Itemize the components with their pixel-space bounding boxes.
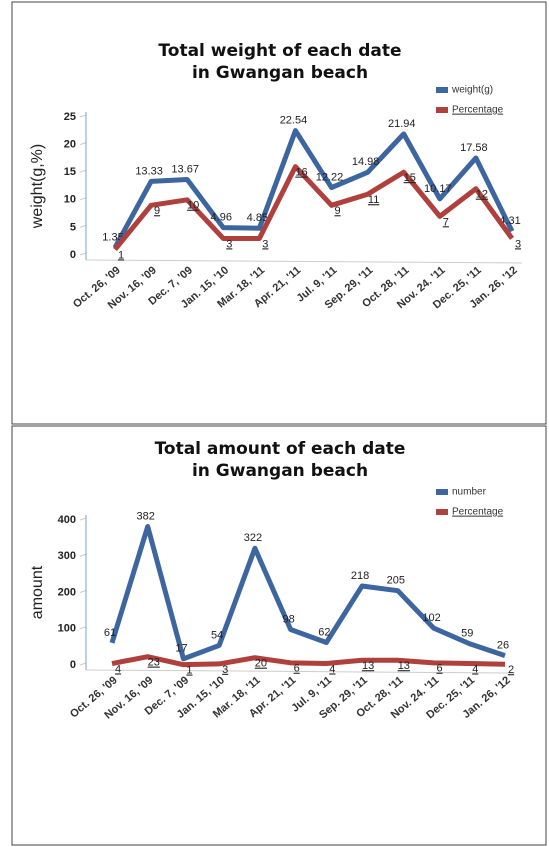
y-axis-label: weight(g,%): [29, 144, 46, 229]
data-label: 6: [294, 663, 300, 675]
y-tick-label: 200: [58, 586, 76, 598]
title-box: Total amount of each date in Gwangan bea…: [154, 439, 406, 481]
data-label: 62: [318, 626, 330, 638]
data-line: [109, 524, 506, 662]
data-label: 1: [186, 665, 192, 677]
legend-label: Percentage: [452, 507, 504, 518]
legend-swatch: [436, 509, 448, 515]
data-label: 13.67: [171, 163, 199, 175]
legend-swatch: [436, 489, 448, 495]
tick-mark: [79, 553, 87, 557]
y-tick-label: 5: [70, 221, 76, 233]
data-label: 26: [497, 639, 509, 651]
tick-mark: [79, 114, 87, 118]
data-label: 16: [295, 167, 307, 179]
tick-mark: [79, 626, 87, 630]
data-label: 15: [404, 172, 416, 184]
data-label: 13.33: [135, 165, 163, 177]
y-tick-label: 15: [64, 166, 76, 178]
data-label: 2: [508, 664, 514, 676]
data-label: 9: [334, 205, 340, 217]
data-label: 11: [368, 194, 379, 206]
data-label: 13: [362, 660, 374, 672]
title-box: Total weight of each date in Gwangan bea…: [158, 41, 402, 83]
data-label: 13: [398, 660, 410, 672]
data-label: 322: [244, 532, 262, 544]
legend-label: weight(g): [451, 85, 493, 96]
tick-mark: [79, 169, 87, 173]
chart-title: Total weight of each date in Gwangan bea…: [158, 41, 402, 83]
data-label: 12: [476, 189, 488, 201]
data-label: 4.85: [247, 212, 268, 224]
chart-title: Total amount of each date in Gwangan bea…: [154, 439, 406, 481]
data-label: 3: [226, 238, 232, 250]
y-tick-label: 100: [58, 623, 76, 635]
data-label: 3: [515, 238, 521, 250]
data-label: 9: [154, 205, 160, 217]
y-tick-label: 0: [70, 659, 76, 671]
y-tick-label: 20: [64, 139, 76, 151]
data-label: 218: [351, 570, 369, 582]
data-label: 6: [436, 663, 442, 675]
data-label: 205: [387, 575, 405, 587]
y-tick-label: 25: [64, 111, 76, 123]
data-label: 59: [461, 628, 473, 640]
data-label: 1: [118, 249, 124, 261]
data-label: 98: [283, 613, 295, 625]
legend-swatch: [436, 87, 448, 93]
tick-mark: [79, 197, 87, 201]
tick-mark: [79, 142, 87, 146]
data-label: 4: [472, 663, 478, 675]
y-tick-label: 400: [58, 514, 76, 526]
tick-mark: [79, 224, 87, 228]
legend-swatch: [436, 107, 448, 113]
data-label: 14.98: [352, 156, 380, 168]
x-axis: [85, 669, 516, 674]
data-label: 54: [211, 629, 223, 641]
tick-mark: [79, 252, 87, 256]
data-label: 3: [262, 238, 268, 250]
y-tick-label: 300: [58, 550, 76, 562]
data-label: 23: [148, 657, 160, 669]
data-line: [112, 128, 515, 249]
tick-mark: [79, 517, 87, 521]
legend-label: number: [452, 487, 487, 498]
data-label: 4: [329, 663, 335, 675]
data-line: [111, 654, 506, 668]
legend-label: Percentage: [452, 105, 504, 116]
chart-frame: [11, 1, 547, 425]
data-label: 21.94: [388, 118, 416, 130]
y-tick-label: 0: [70, 249, 76, 261]
data-label: 17: [175, 643, 187, 655]
tick-mark: [79, 662, 87, 666]
data-label: 382: [137, 510, 155, 522]
x-axis: [85, 259, 523, 264]
data-label: 10: [187, 200, 199, 212]
data-label: 17.58: [460, 142, 488, 154]
tick-mark: [79, 590, 87, 593]
data-label: 4: [115, 663, 121, 675]
data-label: 1.35: [102, 231, 123, 243]
data-label: 10.17: [424, 183, 452, 195]
chart-frame: [11, 425, 547, 846]
data-label: 61: [104, 627, 116, 639]
y-tick-label: 10: [64, 194, 76, 206]
data-label: 12.22: [316, 171, 344, 183]
data-label: 102: [422, 612, 440, 624]
data-label: 4.96: [211, 212, 232, 224]
data-line: [113, 164, 515, 252]
data-label: 22.54: [280, 114, 308, 126]
data-label: 20: [255, 658, 267, 670]
y-axis-label: amount: [29, 565, 46, 619]
data-label: 3: [222, 664, 228, 676]
data-label: 7: [443, 216, 449, 228]
